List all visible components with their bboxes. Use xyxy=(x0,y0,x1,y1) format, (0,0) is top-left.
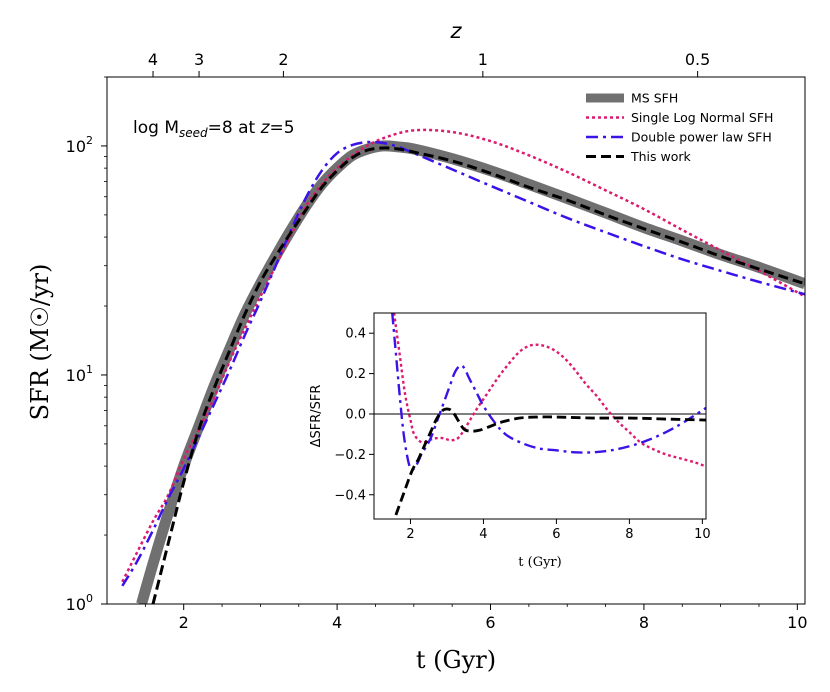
inset-y-tick-label: 0.0 xyxy=(345,407,366,422)
x-tick-label: 2 xyxy=(179,613,189,632)
seed-annotation: log Mseed=8 at z=5 xyxy=(133,118,295,140)
x-tick-label: 8 xyxy=(639,613,649,632)
inset-y-axis-label: ΔSFR/SFR xyxy=(309,385,324,448)
x-tick-label: 4 xyxy=(332,613,342,632)
top-axis-label: z xyxy=(449,19,462,43)
inset-x-tick-label: 4 xyxy=(479,527,487,542)
top-z-tick-label: 2 xyxy=(278,50,288,69)
main-plot-frame xyxy=(106,76,806,605)
inset-x-axis-label: t (Gyr) xyxy=(518,555,561,570)
legend-label-this-work: This work xyxy=(630,149,692,164)
annotation-suffix: =5 xyxy=(270,118,295,138)
inset-y-tick-label: 0.2 xyxy=(345,367,366,382)
legend-label-double-power-law-sfh: Double power law SFH xyxy=(631,130,772,145)
legend: MS SFH Single Log Normal SFH Double power … xyxy=(586,91,773,164)
annotation-middle: =8 at xyxy=(208,118,261,138)
x-axis-label: t (Gyr) xyxy=(416,646,496,674)
y-tick-label: 102 xyxy=(66,134,93,156)
x-tick-label: 6 xyxy=(485,613,495,632)
inset-x-tick-label: 8 xyxy=(625,527,633,542)
inset-plot-frame xyxy=(373,312,707,520)
y-tick-label: 101 xyxy=(66,363,93,385)
annotation-prefix: log M xyxy=(133,118,179,138)
main-series-this-work xyxy=(151,146,805,604)
inset-series-this-work xyxy=(394,407,706,516)
y-tick-exponent: 2 xyxy=(86,134,93,147)
main-series-double-power-law-sfh xyxy=(121,140,805,587)
top-z-ticks-group: 4 3 2 1 0.5 xyxy=(148,50,710,77)
legend-label-ms-sfh: MS SFH xyxy=(631,91,678,106)
inset-y-tick-label: 0.4 xyxy=(345,327,366,342)
annotation-subscript: seed xyxy=(179,126,208,140)
y-tick-exponent: 1 xyxy=(86,363,93,376)
main-series-single-log-normal-sfh xyxy=(121,128,805,583)
top-z-tick-label: 0.5 xyxy=(685,50,710,69)
inset-x-tick-label: 2 xyxy=(406,527,414,542)
x-tick-label: 10 xyxy=(787,613,807,632)
inset-y-tick-label: −0.2 xyxy=(334,448,366,463)
inset-series-group xyxy=(374,313,706,516)
top-z-tick-label: 1 xyxy=(478,50,488,69)
y-tick-base: 10 xyxy=(66,366,86,385)
y-tick-base: 10 xyxy=(66,595,86,614)
inset-plot-area xyxy=(374,313,706,519)
inset-x-tick-label: 6 xyxy=(552,527,560,542)
y-tick-base: 10 xyxy=(66,137,86,156)
y-tick-label: 100 xyxy=(66,592,93,614)
annotation-z: z xyxy=(260,118,271,138)
legend-label-single-log-normal-sfh: Single Log Normal SFH xyxy=(631,110,773,125)
inset-x-tick-label: 10 xyxy=(694,527,711,542)
inset-y-tick-label: −0.4 xyxy=(334,488,366,503)
y-axis-label: SFR (M☉/yr) xyxy=(26,264,54,421)
y-tick-exponent: 0 xyxy=(86,592,93,605)
top-z-tick-label: 4 xyxy=(148,50,158,69)
main-series-group xyxy=(121,128,805,604)
inset-ticks-group: 2 4 6 8 10 −0.4 −0.2 0.0 0.2 0.4 xyxy=(334,327,710,542)
top-z-tick-label: 3 xyxy=(194,50,204,69)
